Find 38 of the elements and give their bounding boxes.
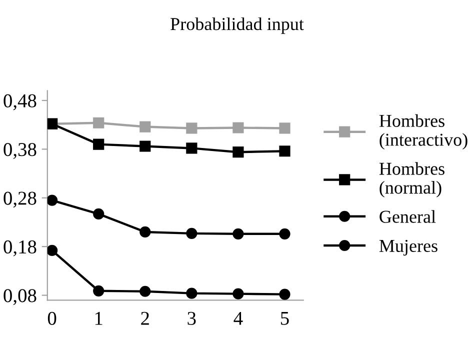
point [186, 288, 198, 299]
point [93, 138, 104, 150]
x-tick-label: 5 [281, 312, 289, 325]
point [232, 228, 244, 240]
point [279, 288, 290, 300]
x-tick-label: 0 [48, 312, 56, 325]
point [140, 226, 151, 238]
point [140, 121, 151, 132]
point [47, 244, 58, 256]
x-tick-label: 2 [141, 312, 149, 325]
x-tick-label: 1 [95, 312, 102, 325]
point [186, 228, 198, 239]
y-tick-label: 0,48 [4, 94, 36, 110]
point [232, 288, 244, 300]
point [232, 122, 244, 134]
point [93, 208, 104, 220]
chart-title: Probabilidad input [170, 17, 304, 34]
y-tick-label: 0,18 [4, 240, 36, 256]
x-tick-label: 3 [188, 312, 196, 325]
legend-label: Hombres (interactivo) [379, 114, 468, 150]
point [279, 146, 290, 157]
legend-label: Hombres (normal) [379, 162, 444, 198]
point [93, 117, 104, 128]
y-tick-label: 0,38 [4, 142, 36, 159]
y-tick-label: 0,28 [4, 192, 36, 208]
point [186, 142, 198, 154]
point [140, 140, 151, 152]
point [232, 146, 244, 158]
legend-label: Mujeres [379, 240, 438, 256]
x-tick-label: 4 [234, 312, 243, 325]
point [186, 122, 198, 134]
point [279, 122, 290, 134]
point [279, 228, 290, 240]
point [47, 194, 58, 206]
legend-label: General [380, 210, 436, 223]
point [140, 286, 151, 297]
point [93, 285, 104, 296]
y-tick-label: 0,08 [4, 289, 36, 306]
